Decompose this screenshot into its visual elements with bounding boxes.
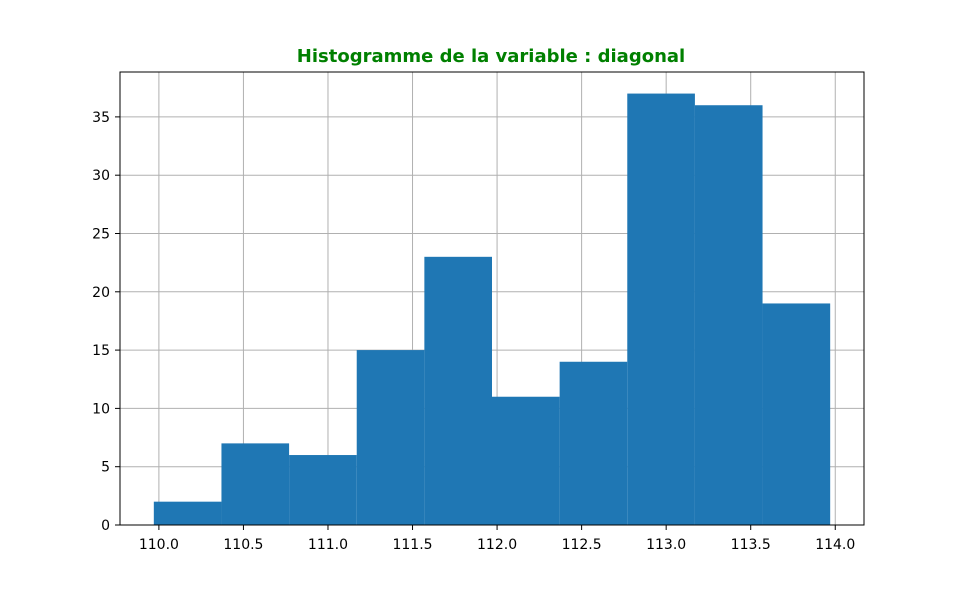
histogram-bar: [627, 93, 695, 526]
x-tick-label: 110.0: [139, 537, 179, 553]
histogram-bar: [762, 303, 831, 525]
histogram-bar: [559, 361, 628, 525]
y-tick-label: 20: [92, 285, 110, 301]
x-tick-label: 113.5: [731, 537, 771, 553]
bars: [153, 93, 831, 526]
x-tick-label: 111.5: [392, 537, 432, 553]
y-tick-label: 25: [92, 226, 110, 242]
y-tick-label: 5: [101, 460, 110, 476]
histogram-bar: [221, 443, 290, 525]
y-tick-label: 15: [92, 343, 110, 359]
chart-title: Histogramme de la variable : diagonal: [297, 46, 685, 67]
plot-frame: [119, 71, 865, 526]
histogram-bar: [153, 501, 222, 525]
y-axis: 0 5 10 15 20 25 30 35: [92, 110, 120, 534]
y-tick-label: 10: [92, 401, 110, 417]
x-axis: 110.0 110.5 111.0 111.5 112.0 112.5 113.0 113.5…: [139, 525, 855, 553]
histogram-bar: [694, 105, 763, 525]
histogram-bar: [289, 455, 357, 525]
histogram-bar: [356, 350, 425, 525]
histogram-bar: [492, 396, 560, 525]
x-tick-label: 114.0: [815, 537, 855, 553]
x-tick-label: 112.5: [562, 537, 602, 553]
x-tick-label: 113.0: [646, 537, 686, 553]
x-tick-label: 112.0: [477, 537, 517, 553]
x-tick-label: 111.0: [308, 537, 348, 553]
x-tick-label: 110.5: [223, 537, 263, 553]
y-tick-label: 35: [92, 110, 110, 126]
y-tick-label: 30: [92, 168, 110, 184]
histogram-bar: [424, 256, 492, 525]
y-tick-label: 0: [101, 518, 110, 534]
